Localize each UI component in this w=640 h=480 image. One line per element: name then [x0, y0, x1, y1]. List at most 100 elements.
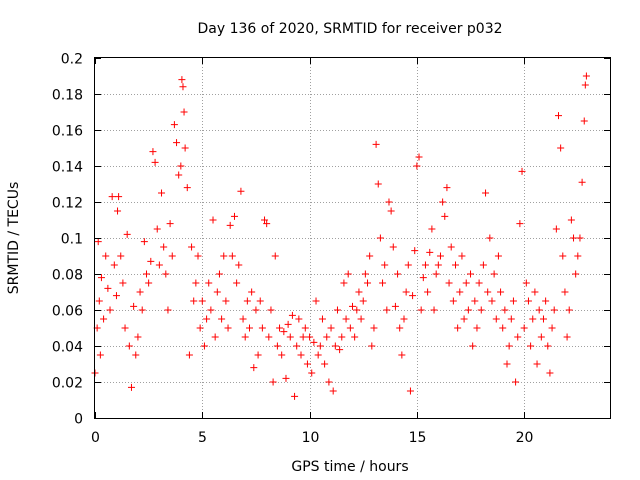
data-point — [353, 306, 361, 314]
data-point — [436, 252, 444, 260]
axes: 0 0.02 0.04 0.06 0.08 0.1 0.12 0.14 0.16 0.18 0.2 0… — [52, 52, 610, 446]
data-point — [518, 167, 526, 175]
data-point — [180, 108, 188, 116]
data-point — [570, 234, 578, 242]
data-point — [404, 261, 412, 269]
data-point — [361, 270, 369, 278]
x-tick-label: 0 — [91, 430, 100, 446]
data-point — [505, 342, 513, 350]
data-point — [226, 221, 234, 229]
data-point — [299, 333, 307, 341]
data-point — [349, 302, 356, 310]
data-point — [132, 351, 140, 359]
data-point — [479, 261, 487, 269]
data-point — [473, 324, 481, 332]
data-point — [357, 315, 365, 323]
data-point — [261, 216, 269, 224]
data-point — [497, 288, 505, 296]
data-point — [228, 252, 236, 260]
data-point — [565, 306, 573, 314]
data-point — [209, 216, 217, 224]
data-point — [306, 333, 314, 341]
data-point — [477, 306, 485, 314]
data-point — [462, 279, 470, 287]
data-point — [250, 364, 258, 372]
data-point — [509, 297, 517, 305]
data-point — [464, 306, 472, 314]
data-point — [271, 252, 279, 260]
data-point — [391, 302, 399, 310]
data-point — [162, 270, 170, 278]
data-point — [147, 257, 155, 265]
x-axis-label: GPS time / hours — [291, 459, 408, 475]
data-point — [398, 351, 406, 359]
data-point — [203, 315, 211, 323]
data-point — [246, 324, 253, 332]
x-tick-label: 15 — [409, 430, 427, 446]
data-point — [224, 324, 232, 332]
data-point — [95, 297, 103, 305]
data-point — [542, 297, 550, 305]
data-point — [177, 162, 185, 170]
data-point — [218, 315, 226, 323]
data-point — [286, 333, 294, 341]
data-point — [181, 144, 189, 152]
data-point — [548, 324, 556, 332]
data-point — [297, 351, 305, 359]
data-point — [368, 342, 376, 350]
data-point — [555, 112, 562, 120]
x-tick-label: 5 — [198, 430, 207, 446]
data-point — [100, 315, 108, 323]
data-point — [115, 193, 123, 201]
data-point — [426, 248, 434, 256]
data-point — [123, 230, 131, 238]
data-point — [475, 279, 483, 287]
data-point — [215, 270, 223, 278]
data-point — [447, 243, 455, 251]
y-tick-label: 0.2 — [61, 52, 83, 68]
data-point — [267, 306, 275, 314]
data-point — [173, 139, 181, 147]
data-point — [524, 297, 532, 305]
data-point — [430, 306, 438, 314]
data-point — [104, 284, 112, 292]
data-point — [383, 306, 391, 314]
data-point — [252, 306, 260, 314]
data-point — [370, 324, 378, 332]
data-point — [235, 261, 243, 269]
data-point — [452, 261, 459, 269]
data-point — [342, 315, 350, 323]
data-point — [170, 121, 178, 129]
data-point — [158, 189, 166, 197]
data-point — [329, 387, 337, 395]
data-point — [178, 76, 186, 84]
data-point — [166, 220, 174, 228]
data-point — [351, 333, 359, 341]
data-point — [241, 333, 249, 341]
data-point — [108, 193, 116, 201]
data-point — [325, 378, 333, 386]
data-point — [372, 140, 380, 148]
data-point — [469, 342, 477, 350]
data-point — [149, 148, 157, 156]
data-point — [501, 306, 509, 314]
data-point — [544, 342, 552, 350]
y-tick-label: 0.14 — [52, 160, 83, 176]
data-point — [308, 369, 316, 377]
data-point — [402, 288, 410, 296]
data-point — [117, 252, 125, 260]
data-point — [376, 234, 384, 242]
data-point — [582, 72, 590, 80]
x-tick-label: 20 — [516, 430, 534, 446]
y-tick-label: 0.12 — [52, 196, 83, 212]
data-point — [492, 315, 500, 323]
data-point — [213, 288, 221, 296]
data-point — [486, 234, 494, 242]
data-point — [484, 288, 492, 296]
data-point — [561, 288, 569, 296]
data-point — [580, 117, 588, 125]
data-point — [114, 207, 122, 215]
data-point — [230, 212, 238, 220]
data-point — [449, 297, 457, 305]
